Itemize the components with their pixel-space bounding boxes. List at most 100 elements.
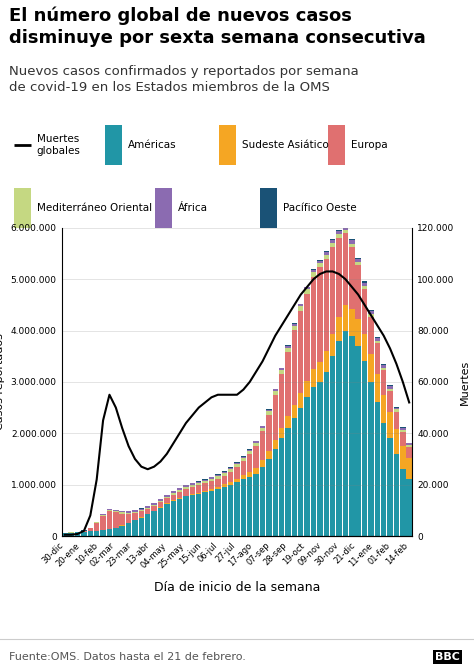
Bar <box>158 499 163 501</box>
Bar <box>387 385 393 387</box>
Bar <box>387 387 393 389</box>
Bar <box>285 416 291 428</box>
Text: Fuente:OMS. Datos hasta el 21 de febrero.: Fuente:OMS. Datos hasta el 21 de febrero… <box>9 653 246 662</box>
Bar <box>107 529 112 536</box>
Text: El número global de nuevos casos
disminuye por sexta semana consecutiva: El número global de nuevos casos disminu… <box>9 7 426 48</box>
Bar <box>132 513 137 520</box>
Bar <box>164 504 170 536</box>
Y-axis label: Casos reportados: Casos reportados <box>0 334 5 430</box>
Bar <box>190 483 195 485</box>
Bar <box>234 463 240 464</box>
Bar <box>177 498 182 536</box>
Bar <box>273 395 278 440</box>
Bar <box>324 255 329 259</box>
Text: Pacífico Oeste: Pacífico Oeste <box>283 203 356 212</box>
Bar <box>171 501 176 536</box>
Bar <box>247 454 253 472</box>
Bar <box>407 444 412 445</box>
Bar <box>88 528 93 531</box>
Bar <box>164 498 170 503</box>
Bar <box>183 487 189 489</box>
Bar <box>343 226 348 230</box>
Bar <box>94 531 100 536</box>
Bar <box>273 391 278 395</box>
Bar <box>196 492 201 494</box>
Bar <box>132 512 137 513</box>
Bar <box>311 273 316 277</box>
Bar <box>177 488 182 490</box>
Bar <box>311 269 316 270</box>
Bar <box>298 304 303 306</box>
Bar <box>126 523 131 536</box>
Bar <box>81 532 87 536</box>
Bar <box>279 374 284 428</box>
FancyBboxPatch shape <box>219 125 236 165</box>
Bar <box>368 382 374 536</box>
Bar <box>100 531 106 536</box>
Bar <box>113 511 118 512</box>
Bar <box>349 239 355 240</box>
Bar <box>241 462 246 475</box>
Bar <box>107 510 112 511</box>
Bar <box>330 356 336 536</box>
Bar <box>362 286 367 289</box>
Text: Américas: Américas <box>128 140 176 149</box>
FancyBboxPatch shape <box>105 125 122 165</box>
Bar <box>190 486 195 494</box>
Bar <box>285 352 291 416</box>
Bar <box>343 306 348 330</box>
Bar <box>126 511 131 513</box>
Bar <box>234 464 240 467</box>
Bar <box>241 457 246 458</box>
FancyBboxPatch shape <box>328 125 345 165</box>
Bar <box>387 411 393 438</box>
Bar <box>356 257 361 259</box>
Bar <box>317 382 323 536</box>
Bar <box>400 428 406 429</box>
Bar <box>387 438 393 536</box>
Bar <box>145 506 150 508</box>
Bar <box>349 240 355 243</box>
Bar <box>138 517 144 536</box>
Bar <box>317 267 323 362</box>
Bar <box>202 483 208 491</box>
Bar <box>394 411 399 429</box>
Bar <box>304 381 310 397</box>
Bar <box>337 230 342 234</box>
Bar <box>247 472 253 477</box>
Bar <box>145 508 150 509</box>
Bar <box>228 468 233 469</box>
Bar <box>196 483 201 485</box>
Bar <box>228 469 233 472</box>
Bar <box>330 247 336 334</box>
Bar <box>337 234 342 238</box>
Bar <box>215 478 220 487</box>
Bar <box>151 503 157 505</box>
Bar <box>330 243 336 247</box>
Bar <box>407 447 412 458</box>
Bar <box>317 261 323 263</box>
Bar <box>113 510 118 511</box>
Bar <box>349 310 355 336</box>
Bar <box>381 364 386 365</box>
Bar <box>254 468 259 474</box>
Bar <box>387 391 393 411</box>
Bar <box>394 454 399 536</box>
Bar <box>190 495 195 536</box>
Text: Sudeste Asiático: Sudeste Asiático <box>242 140 328 149</box>
Bar <box>81 531 87 532</box>
Bar <box>202 481 208 483</box>
Bar <box>126 514 131 523</box>
Bar <box>234 482 240 536</box>
Bar <box>311 270 316 273</box>
FancyBboxPatch shape <box>260 188 277 228</box>
Bar <box>407 443 412 444</box>
Bar <box>119 512 125 514</box>
Bar <box>215 476 220 478</box>
Bar <box>107 511 112 529</box>
Bar <box>330 334 336 356</box>
Bar <box>337 341 342 536</box>
Bar <box>100 516 106 530</box>
Bar <box>285 348 291 352</box>
Bar <box>349 247 355 310</box>
